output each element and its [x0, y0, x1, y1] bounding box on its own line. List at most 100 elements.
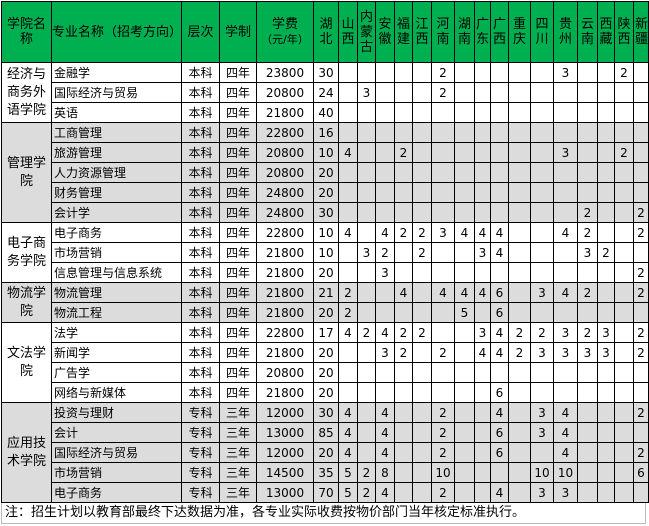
quota-cell: 2	[357, 462, 376, 483]
quota-cell	[490, 362, 509, 383]
quota-cell: 2	[577, 202, 598, 223]
quota-cell	[412, 382, 432, 403]
quota-cell	[394, 362, 413, 383]
table-row: 文法学院 法学 本科 四年 22800 17 4 2 4 2 2 3 4 2 2 3 2 3 2	[1, 322, 649, 403]
quota-cell: 10	[313, 242, 339, 263]
quota-cell	[633, 362, 649, 383]
quota-cell	[394, 102, 413, 123]
quota-cell: 3	[553, 322, 578, 343]
quota-cell: 4	[338, 142, 358, 163]
quota-cell	[490, 262, 509, 283]
quota-cell	[394, 402, 413, 423]
fee: 21800	[256, 102, 314, 123]
quota-cell	[454, 242, 475, 263]
quota-cell	[633, 182, 649, 203]
quota-cell	[357, 402, 376, 423]
quota-cell	[431, 302, 455, 323]
quota-cell	[530, 182, 554, 203]
quota-cell: 2	[530, 322, 554, 343]
years: 三年	[219, 422, 257, 443]
major-name: 国际经济与贸易	[51, 82, 182, 103]
quota-cell	[577, 182, 598, 203]
table-row: 信息管理与信息系统 本科 四年 21800 20 3 2	[2, 262, 649, 283]
years: 三年	[219, 442, 257, 463]
quota-cell	[614, 262, 634, 283]
quota-cell	[614, 122, 634, 143]
quota-cell	[614, 202, 634, 223]
level: 本科	[181, 362, 220, 383]
quota-cell	[614, 302, 634, 323]
header-province: 福建	[394, 1, 413, 63]
quota-cell: 3	[553, 62, 578, 83]
quota-cell: 5	[338, 482, 358, 503]
quota-cell: 2	[375, 242, 395, 263]
quota-cell: 3	[530, 422, 554, 443]
major-name: 金融学	[51, 62, 182, 83]
level: 本科	[181, 242, 220, 263]
quota-cell	[375, 142, 395, 163]
quota-cell: 10	[553, 462, 578, 483]
years: 三年	[219, 462, 257, 483]
quota-cell: 2	[412, 322, 432, 343]
quota-cell	[508, 182, 531, 203]
quota-cell: 4	[375, 442, 395, 463]
quota-cell	[508, 102, 531, 123]
quota-cell: 4	[454, 222, 475, 243]
header-province: 湖南	[454, 1, 475, 63]
quota-cell	[474, 142, 491, 163]
years: 三年	[219, 402, 257, 423]
quota-cell	[508, 402, 531, 423]
quota-cell: 3	[577, 342, 598, 363]
fee: 22800	[256, 222, 314, 243]
years: 四年	[219, 302, 257, 323]
quota-cell	[614, 402, 634, 423]
fee: 21800	[256, 242, 314, 263]
quota-cell	[490, 142, 509, 163]
quota-cell	[577, 82, 598, 103]
quota-cell	[614, 322, 634, 343]
college-name: 管理学院	[1, 122, 52, 223]
quota-cell: 24	[313, 82, 339, 103]
quota-cell: 2	[633, 282, 649, 303]
quota-cell: 3	[597, 342, 615, 363]
quota-cell	[490, 122, 509, 143]
quota-cell: 2	[431, 342, 455, 363]
fee: 22800	[256, 322, 314, 343]
header-level: 层次	[181, 1, 220, 63]
quota-cell	[474, 62, 491, 83]
quota-cell: 4	[490, 322, 509, 343]
quota-cell	[508, 302, 531, 323]
quota-cell	[597, 422, 615, 443]
quota-cell: 10	[313, 222, 339, 243]
major-name: 法学	[51, 322, 182, 343]
quota-cell: 2	[431, 62, 455, 83]
header-province: 贵州	[553, 1, 578, 63]
quota-cell	[597, 402, 615, 423]
quota-cell: 6	[490, 382, 509, 403]
quota-cell: 6	[490, 422, 509, 443]
years: 四年	[219, 382, 257, 403]
quota-cell: 2	[357, 322, 376, 343]
quota-cell	[394, 202, 413, 223]
quota-cell	[454, 162, 475, 183]
fee: 13000	[256, 422, 314, 443]
quota-cell	[454, 122, 475, 143]
table-row: 电子商务 专科 三年 13000 70 5 2 4 2 4 3 3	[2, 482, 649, 503]
quota-cell	[454, 402, 475, 423]
years: 四年	[219, 62, 257, 83]
level: 本科	[181, 142, 220, 163]
quota-cell	[357, 122, 376, 143]
fee: 24800	[256, 182, 314, 203]
quota-cell: 3	[431, 222, 455, 243]
quota-cell: 20	[313, 162, 339, 183]
level: 专科	[181, 482, 220, 503]
quota-cell	[357, 442, 376, 463]
quota-cell	[357, 202, 376, 223]
quota-cell	[614, 222, 634, 243]
quota-cell	[412, 182, 432, 203]
major-name: 英语	[51, 102, 182, 123]
quota-cell: 2	[412, 222, 432, 243]
quota-cell	[490, 162, 509, 183]
fee: 21800	[256, 342, 314, 363]
quota-cell	[431, 162, 455, 183]
